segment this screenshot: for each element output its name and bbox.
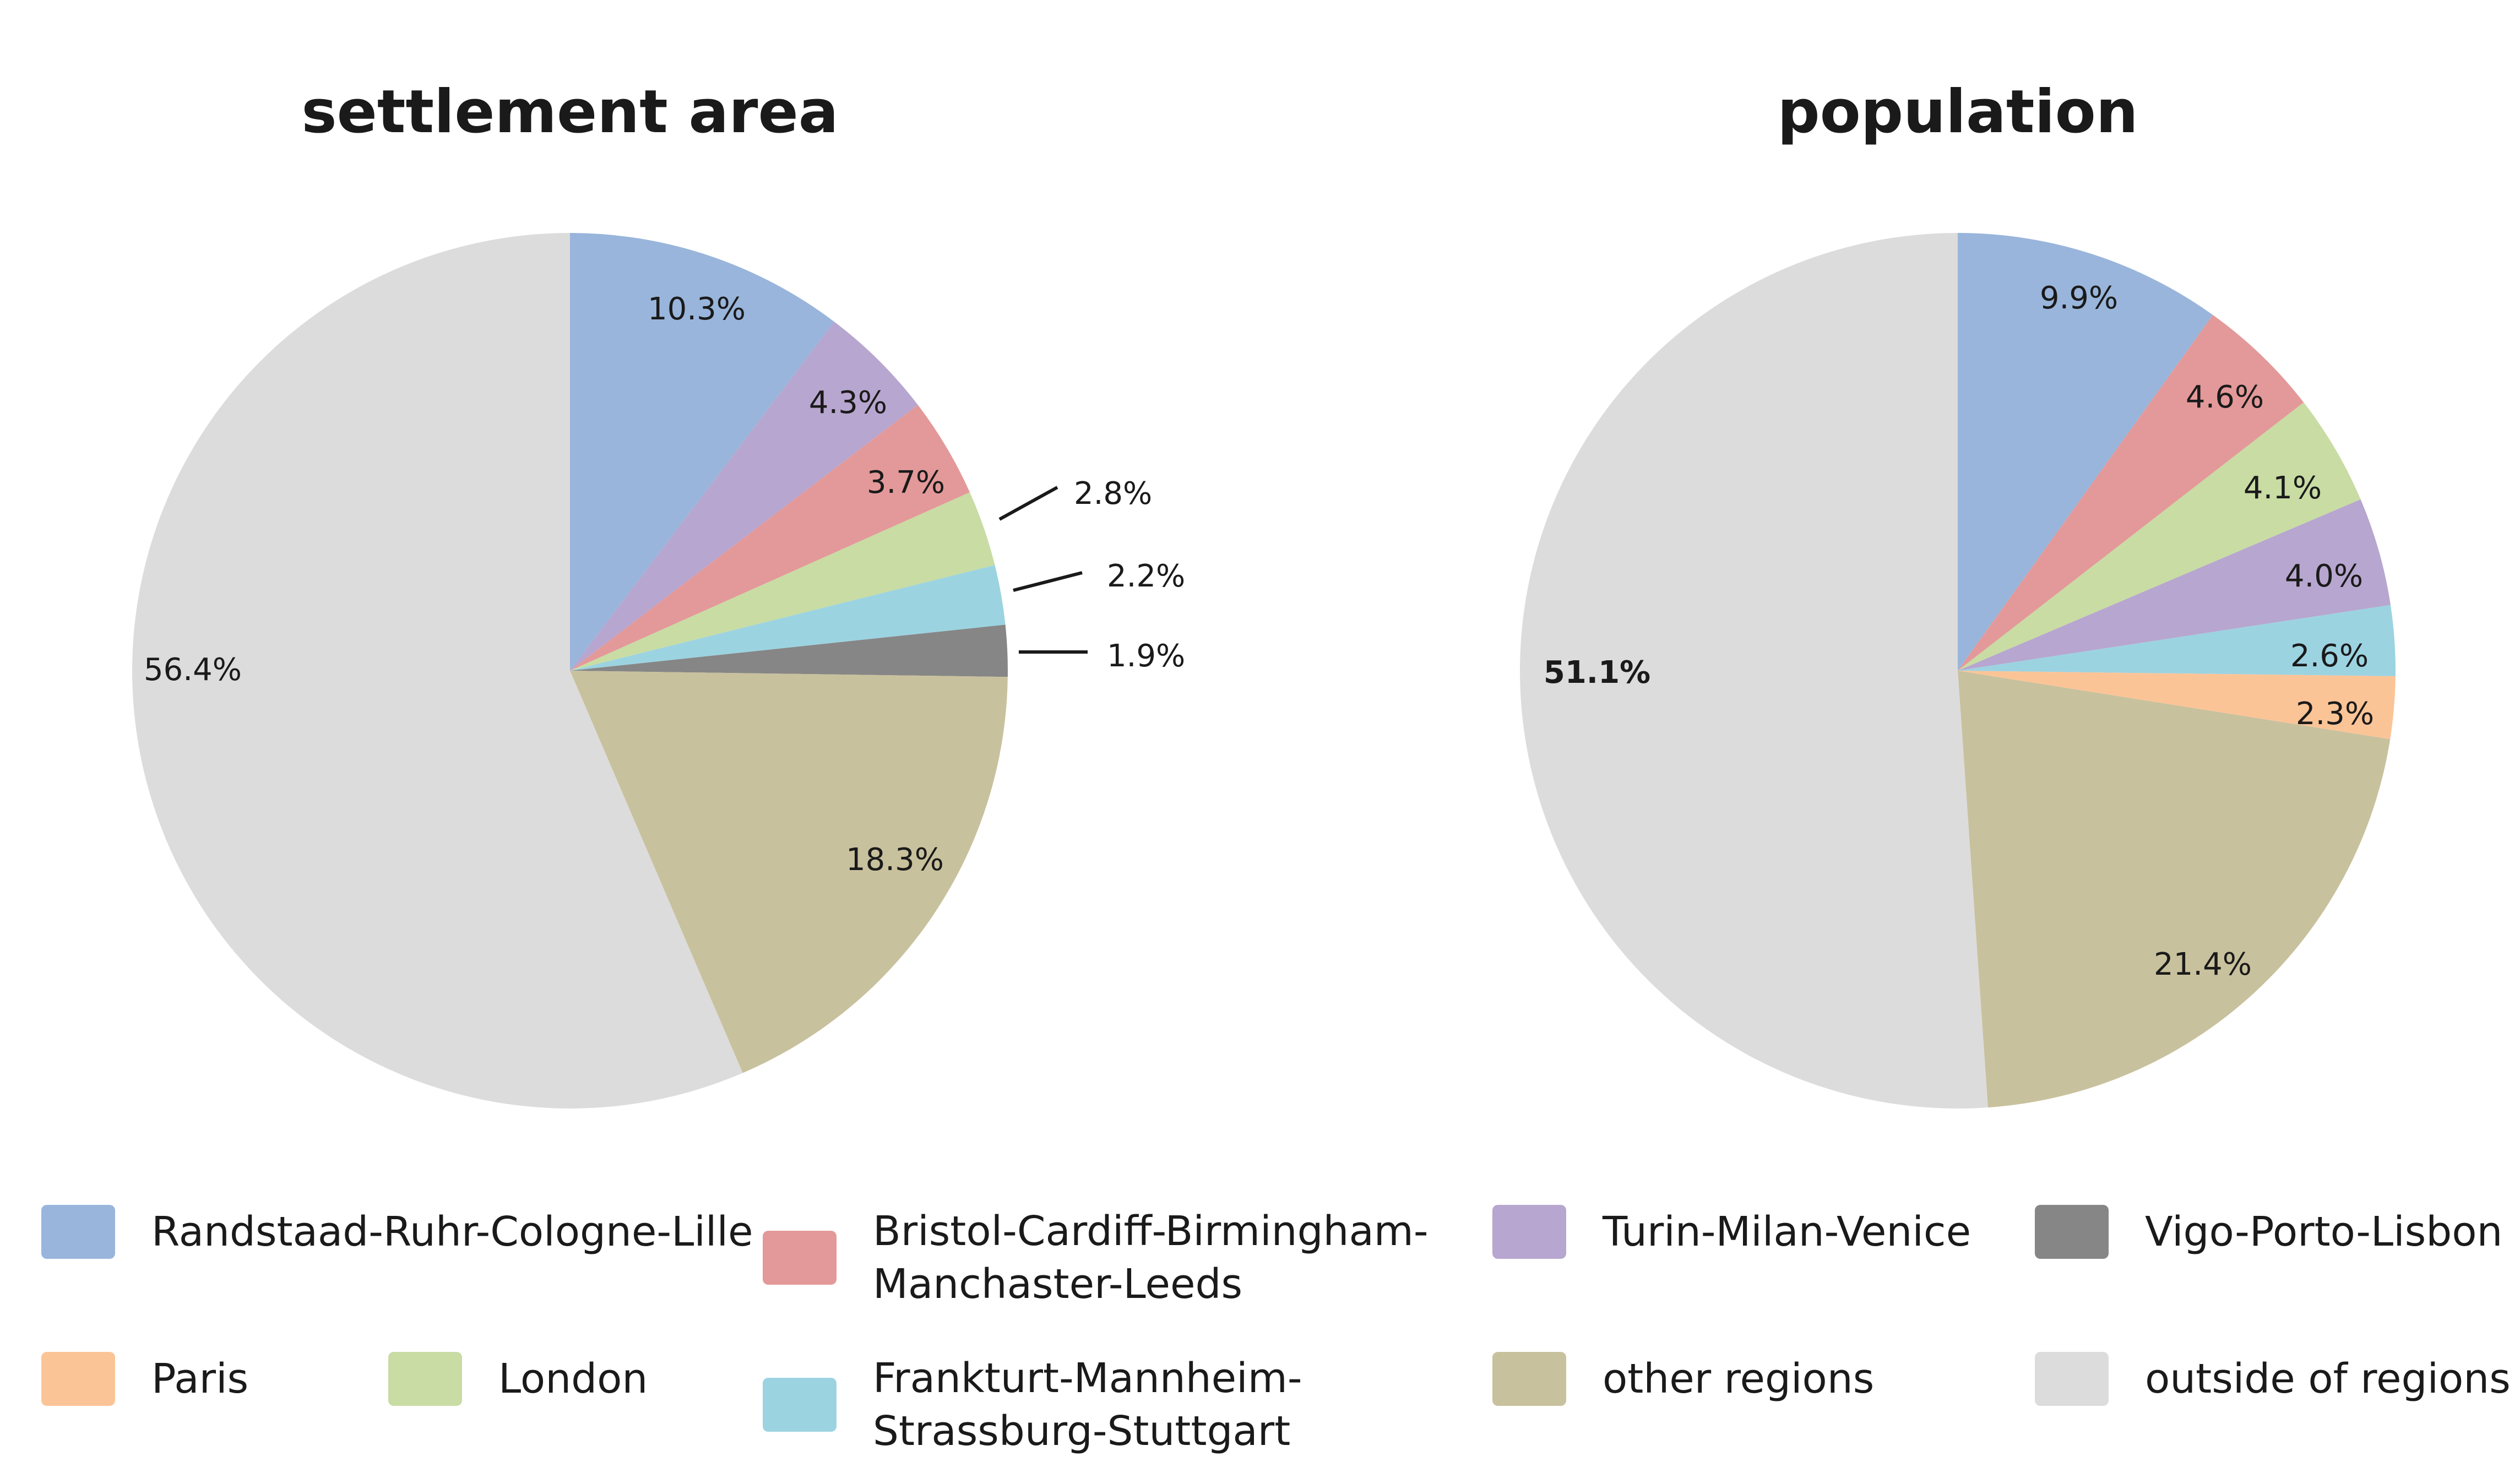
data-label-frankfurt: 2.6% — [2290, 638, 2369, 674]
data-label-other: 21.4% — [2154, 947, 2252, 982]
legend-item-randstaad: Randstaad-Ruhr-Cologne-Lille — [41, 1205, 753, 1259]
legend-swatch-london — [388, 1352, 462, 1406]
legend-item-outside: outside of regions — [2035, 1352, 2511, 1406]
legend-item-other: other regions — [1492, 1352, 1874, 1406]
legend-label-frankfurt: Frankturt-Mannheim- Strassburg-Stuttgart — [873, 1352, 1302, 1458]
legend-label-other: other regions — [1603, 1355, 1875, 1403]
legend-label-vigo: Vigo-Porto-Lisbon — [2145, 1208, 2503, 1256]
pie-settlement-area: 10.3% 4.3% 3.7% 2.8% 2.2% 1.9% 18.3% 56.4% — [132, 233, 1185, 1108]
pie-slice-london — [1958, 402, 2361, 671]
data-label-bristol: 3.7% — [867, 465, 945, 501]
legend-label-outside: outside of regions — [2145, 1355, 2511, 1403]
legend-item-frankfurt: Frankturt-Mannheim- Strassburg-Stuttgart — [763, 1352, 1302, 1458]
pie-slice-other — [1958, 671, 2391, 1108]
legend-swatch-turin — [1492, 1205, 1566, 1259]
data-label-outside: 51.1% — [1544, 655, 1650, 691]
pie-population: 9.9% 4.6% 4.1% 4.0% 2.6% 2.3% 21.4% 51.1% — [1519, 233, 2396, 1108]
data-label-vigo: 1.9% — [1107, 638, 1185, 674]
legend-label-randstaad: Randstaad-Ruhr-Cologne-Lille — [151, 1208, 753, 1256]
leader-line-london — [998, 486, 1058, 521]
legend-swatch-bristol — [763, 1231, 837, 1285]
legend-label-turin: Turin-Milan-Venice — [1603, 1208, 1972, 1256]
legend-item-vigo: Vigo-Porto-Lisbon — [2035, 1205, 2502, 1259]
data-label-london: 4.1% — [2244, 470, 2322, 506]
pie-slice-outside — [1519, 233, 1988, 1108]
pie-slice-bristol — [1958, 314, 2304, 671]
pie-slice-other — [570, 671, 1008, 1073]
legend-label-line: Strassburg-Stuttgart — [873, 1408, 1291, 1455]
legend-item-bristol: Bristol-Cardiff-Birmingham- Manchaster-Le… — [763, 1205, 1429, 1311]
chart-title-population: population — [1777, 78, 2138, 146]
pie-slice-frankfurt — [570, 565, 1006, 671]
chart-title-settlement-area: settlement area — [301, 78, 838, 146]
data-label-frankfurt: 2.2% — [1107, 558, 1185, 594]
pie-slice-frankfurt — [1958, 605, 2396, 676]
legend-item-paris: Paris — [41, 1352, 248, 1406]
pie-slice-bristol — [570, 405, 970, 671]
legend-swatch-vigo — [2035, 1205, 2109, 1259]
data-label-other: 18.3% — [846, 842, 944, 878]
pie-slice-outside — [132, 233, 743, 1108]
data-label-randstaad: 9.9% — [2040, 280, 2118, 316]
pie-slice-paris — [1958, 671, 2396, 740]
pie-slice-london — [570, 492, 995, 671]
legend-swatch-outside — [2035, 1352, 2109, 1406]
data-label-bristol: 4.6% — [2186, 379, 2264, 415]
pie-slice-turin — [1958, 499, 2391, 671]
legend-label-line: Bristol-Cardiff-Birmingham- — [873, 1208, 1429, 1255]
legend-swatch-other — [1492, 1352, 1566, 1406]
legend-swatch-randstaad — [41, 1205, 115, 1259]
legend-label-line: Manchaster-Leeds — [873, 1260, 1243, 1308]
legend-swatch-paris — [41, 1352, 115, 1406]
legend-swatch-frankfurt — [763, 1378, 837, 1432]
pie-slice-randstaad — [570, 233, 834, 671]
legend-label-london: London — [498, 1355, 648, 1403]
legend-label-bristol: Bristol-Cardiff-Birmingham- Manchaster-Le… — [873, 1205, 1429, 1311]
legend-item-turin: Turin-Milan-Venice — [1492, 1205, 1971, 1259]
pie-slice-randstaad — [1958, 233, 2213, 671]
pie-slice-vigo — [570, 624, 1008, 677]
data-label-turin: 4.3% — [809, 385, 887, 421]
legend-label-paris: Paris — [151, 1355, 249, 1403]
data-label-london: 2.8% — [1074, 476, 1152, 512]
legend-label-line: Frankturt-Mannheim- — [873, 1355, 1302, 1402]
data-label-randstaad: 10.3% — [648, 291, 746, 327]
pie-slice-turin — [570, 322, 918, 671]
leader-line-frankfurt — [1013, 571, 1083, 592]
data-label-outside: 56.4% — [144, 652, 242, 688]
legend-item-london: London — [388, 1352, 648, 1406]
data-label-paris: 2.3% — [2296, 696, 2374, 732]
data-label-turin: 4.0% — [2285, 558, 2363, 594]
